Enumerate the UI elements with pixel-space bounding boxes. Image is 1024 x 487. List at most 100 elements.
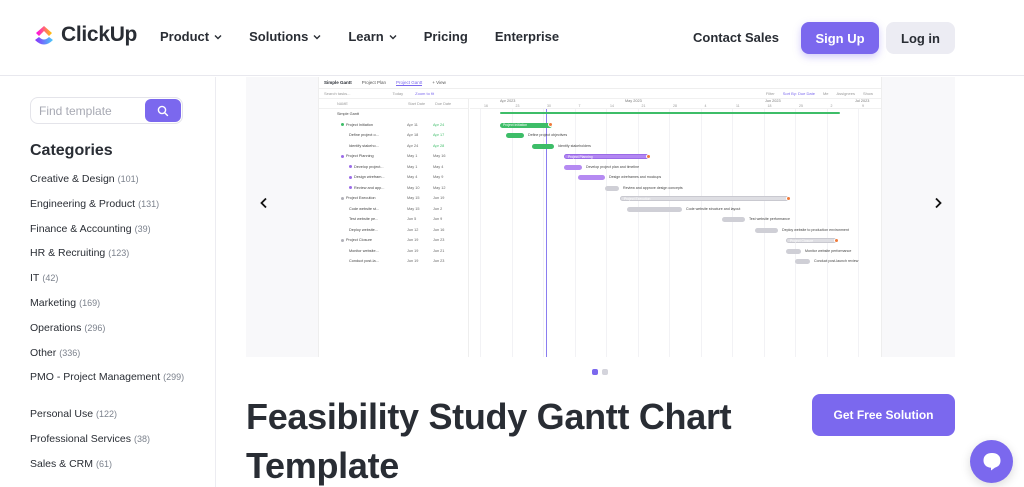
gantt-row-start: May 4 <box>407 175 418 180</box>
gantt-bar-label: Test website performance <box>749 217 790 221</box>
status-dot-icon <box>341 154 344 158</box>
category-item[interactable]: IT (42) <box>30 272 200 297</box>
gantt-row-start: Jun 19 <box>407 238 419 243</box>
gantt-bar-label: Project Execution <box>624 197 651 201</box>
gantt-gridline <box>480 109 481 357</box>
status-dot-icon <box>349 186 352 190</box>
carousel-dot-1[interactable] <box>592 369 598 375</box>
gantt-row-start: Jun 12 <box>407 227 419 232</box>
preview-sort: Sort By: Due Date <box>782 91 815 96</box>
status-dot-icon <box>341 238 344 242</box>
category-item[interactable]: Finance & Accounting (39) <box>30 223 200 248</box>
category-item[interactable]: Other (336) <box>30 347 200 372</box>
gantt-row: Project Execution May 15 Jun 19 <box>319 193 468 204</box>
gantt-row: Project Initiation Apr 11 Apr 24 <box>319 120 468 131</box>
category-item[interactable]: Operations (296) <box>30 322 200 347</box>
gantt-row-name: Identify stakeho... <box>319 144 407 148</box>
category-item[interactable]: Engineering & Product (131) <box>30 198 200 223</box>
clickup-logo[interactable]: ClickUp <box>33 22 137 48</box>
category-count: (61) <box>96 458 113 469</box>
gantt-today-line <box>546 109 547 357</box>
status-dot-icon <box>349 175 352 179</box>
category-label: Creative & Design <box>30 173 115 185</box>
category-item[interactable]: HR & Recruiting (123) <box>30 247 200 272</box>
template-search-input[interactable] <box>39 98 139 123</box>
gantt-day-label: 21 <box>641 104 646 108</box>
carousel-prev-button[interactable] <box>256 195 272 211</box>
gantt-row-due: Apr 24 <box>433 122 445 127</box>
nav-learn[interactable]: Learn <box>348 29 397 44</box>
gantt-bar-label: Define project objectives <box>528 133 568 137</box>
gantt-row-due: Jun 23 <box>433 259 445 264</box>
gantt-row-name: Simple Gantt <box>319 112 407 116</box>
gantt-bar <box>795 259 810 264</box>
gantt-row: Simple Gantt <box>319 109 468 120</box>
header-due: Due Date <box>435 101 452 106</box>
nav-pricing[interactable]: Pricing <box>424 29 468 44</box>
contact-sales-link[interactable]: Contact Sales <box>693 30 779 45</box>
gantt-row-label: Design wirefram... <box>354 175 385 180</box>
main-nav: Product Solutions Learn Pricing Enterpri… <box>160 29 586 44</box>
category-count: (131) <box>138 198 160 209</box>
gantt-row-start: May 10 <box>407 185 420 190</box>
category-item[interactable]: Professional Services (38) <box>30 433 200 458</box>
gantt-bar <box>722 217 745 222</box>
carousel-next-button[interactable] <box>930 195 946 211</box>
get-free-solution-button[interactable]: Get Free Solution <box>812 394 955 436</box>
gantt-gridline <box>543 109 544 357</box>
nav-enterprise[interactable]: Enterprise <box>495 29 559 44</box>
gantt-row: Develop project... May 1 May 4 <box>319 162 468 173</box>
sign-up-button[interactable]: Sign Up <box>801 22 879 54</box>
gantt-bar-label: Identify stakeholders <box>558 143 591 148</box>
category-item[interactable]: Sales & CRM (61) <box>30 458 200 483</box>
gantt-row-due: May 4 <box>433 164 444 169</box>
gantt-row-start: Apr 11 <box>407 122 418 127</box>
nav-product[interactable]: Product <box>160 29 222 44</box>
gantt-row-due: Apr 17 <box>433 133 445 138</box>
preview-tab: Project Plan <box>361 80 387 85</box>
log-in-button[interactable]: Log in <box>886 22 955 54</box>
carousel-dot-2[interactable] <box>602 369 608 375</box>
category-item[interactable]: Marketing (169) <box>30 297 200 322</box>
gantt-bar-label: Project Planning <box>568 155 593 159</box>
gantt-row-label: Review and app... <box>354 185 385 190</box>
category-item[interactable]: Personal Use (122) <box>30 408 200 433</box>
preview-show: Show <box>862 91 873 96</box>
gantt-gridline <box>763 109 765 357</box>
gantt-row-start: May 1 <box>407 154 418 159</box>
gantt-row-start: Apr 24 <box>407 143 419 148</box>
nav-enterprise-label: Enterprise <box>494 29 560 44</box>
gantt-day-label: 11 <box>736 104 740 108</box>
gantt-gridline <box>574 109 576 357</box>
preview-toolbar: Search tasks... Today Zoom to fit Filter… <box>319 89 881 99</box>
chevron-down-icon <box>214 34 222 39</box>
gantt-bar <box>532 143 554 149</box>
gantt-bar-label: Design wireframes and mockups <box>609 175 662 179</box>
nav-learn-label: Learn <box>348 29 384 44</box>
preview-zoom: Zoom to fit <box>415 91 435 96</box>
gantt-gridline <box>606 109 607 357</box>
gantt-day-label: 25 <box>799 104 803 108</box>
preview-search: Search tasks... <box>324 91 351 96</box>
search-icon <box>157 105 169 116</box>
gantt-row-due: May 16 <box>433 154 446 159</box>
category-item[interactable]: PMO - Project Management (299) <box>30 371 200 408</box>
gantt-grid: NAME Start Date Due Date Simple Gantt Pro… <box>319 99 881 357</box>
gantt-bar-label: Monitor website performance <box>805 248 852 253</box>
category-label: PMO - Project Management <box>30 371 161 384</box>
chat-widget-button[interactable] <box>970 440 1013 483</box>
gantt-table-header: NAME Start Date Due Date <box>319 99 468 109</box>
gantt-row-name: Design wirefram... <box>319 175 407 179</box>
nav-product-label: Product <box>160 29 210 44</box>
gantt-bar-label: Project Closure <box>790 239 814 243</box>
category-item[interactable]: Creative & Design (101) <box>30 173 200 198</box>
nav-solutions[interactable]: Solutions <box>249 29 321 44</box>
gantt-row-label: Define project o... <box>349 133 379 138</box>
gantt-row-label: Project Closure <box>346 238 372 243</box>
preview-assignees: Assignees <box>836 91 855 96</box>
gantt-bar-label: Deploy website to production environment <box>782 227 849 232</box>
gantt-gridline <box>511 109 513 357</box>
category-count: (38) <box>133 434 150 445</box>
search-button[interactable] <box>145 99 181 122</box>
chevron-left-icon <box>260 197 267 209</box>
